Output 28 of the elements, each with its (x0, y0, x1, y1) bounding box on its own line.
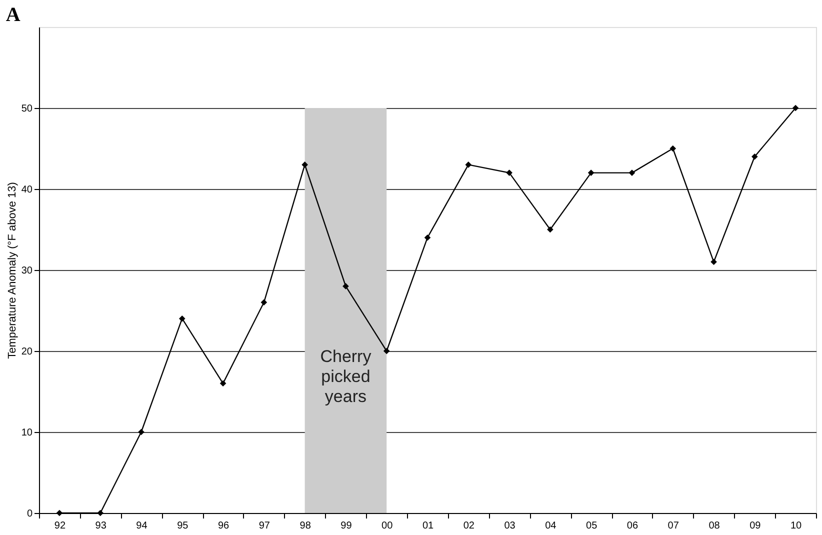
y-tick-label: 0 (26, 508, 33, 520)
chart-title: A (6, 4, 21, 26)
x-tick-label: 96 (218, 520, 230, 532)
x-tick-label: 93 (95, 520, 107, 532)
x-tick-label: 99 (340, 520, 352, 532)
x-tick-label: 10 (790, 520, 802, 532)
y-tick-label: 40 (21, 184, 33, 196)
x-tick-label: 92 (54, 520, 66, 532)
y-tick-label: 50 (21, 104, 33, 114)
x-tick-label: 09 (750, 520, 762, 532)
x-tick-label: 01 (422, 520, 434, 532)
x-tick-label: 06 (626, 520, 638, 532)
y-tick-label: 30 (21, 266, 33, 276)
band-label: Cherry picked years (320, 347, 372, 406)
x-tick-label: 04 (545, 520, 557, 532)
x-tick-label: 07 (668, 520, 680, 532)
y-axis-title: Temperature Anomaly (°F above 13) (6, 182, 18, 359)
x-tick-label: 95 (177, 520, 189, 532)
x-tick-label: 94 (136, 520, 148, 532)
x-tick-label: 03 (504, 520, 516, 532)
x-tick-label: 08 (708, 520, 720, 532)
y-tick-label: 10 (21, 428, 33, 438)
y-tick-label: 20 (21, 346, 33, 358)
x-tick-label: 05 (586, 520, 598, 532)
x-tick-label: 97 (258, 520, 270, 532)
x-tick-label: 98 (300, 520, 312, 532)
x-tick-label: 02 (463, 520, 475, 532)
x-tick-label: 00 (382, 520, 394, 532)
